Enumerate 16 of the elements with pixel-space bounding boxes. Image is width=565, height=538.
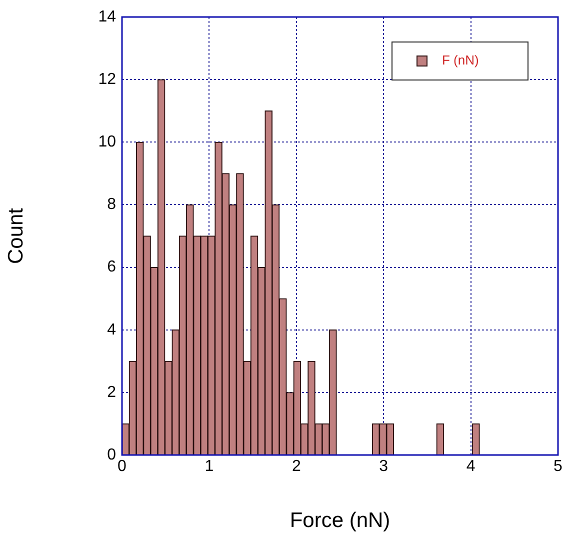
y-tick-label: 6 [107, 258, 116, 276]
legend-label: F (nN) [442, 52, 479, 68]
x-tick-label: 2 [292, 458, 301, 476]
y-tick-label: 0 [107, 446, 116, 464]
x-tick-label: 1 [204, 458, 214, 476]
y-axis-title: Count [4, 208, 28, 264]
y-tick-label: 8 [107, 196, 116, 214]
x-axis-title: Force (nN) [290, 509, 390, 532]
x-tick-label: 4 [466, 458, 476, 476]
x-tick-label: 3 [379, 458, 388, 476]
y-tick-label: 10 [98, 134, 116, 151]
y-tick-label: 12 [98, 70, 116, 88]
x-tick-label: 5 [554, 458, 563, 476]
y-tick-label: 2 [107, 384, 116, 401]
y-tick-label: 4 [107, 321, 116, 338]
y-tick-label: 14 [98, 8, 116, 26]
